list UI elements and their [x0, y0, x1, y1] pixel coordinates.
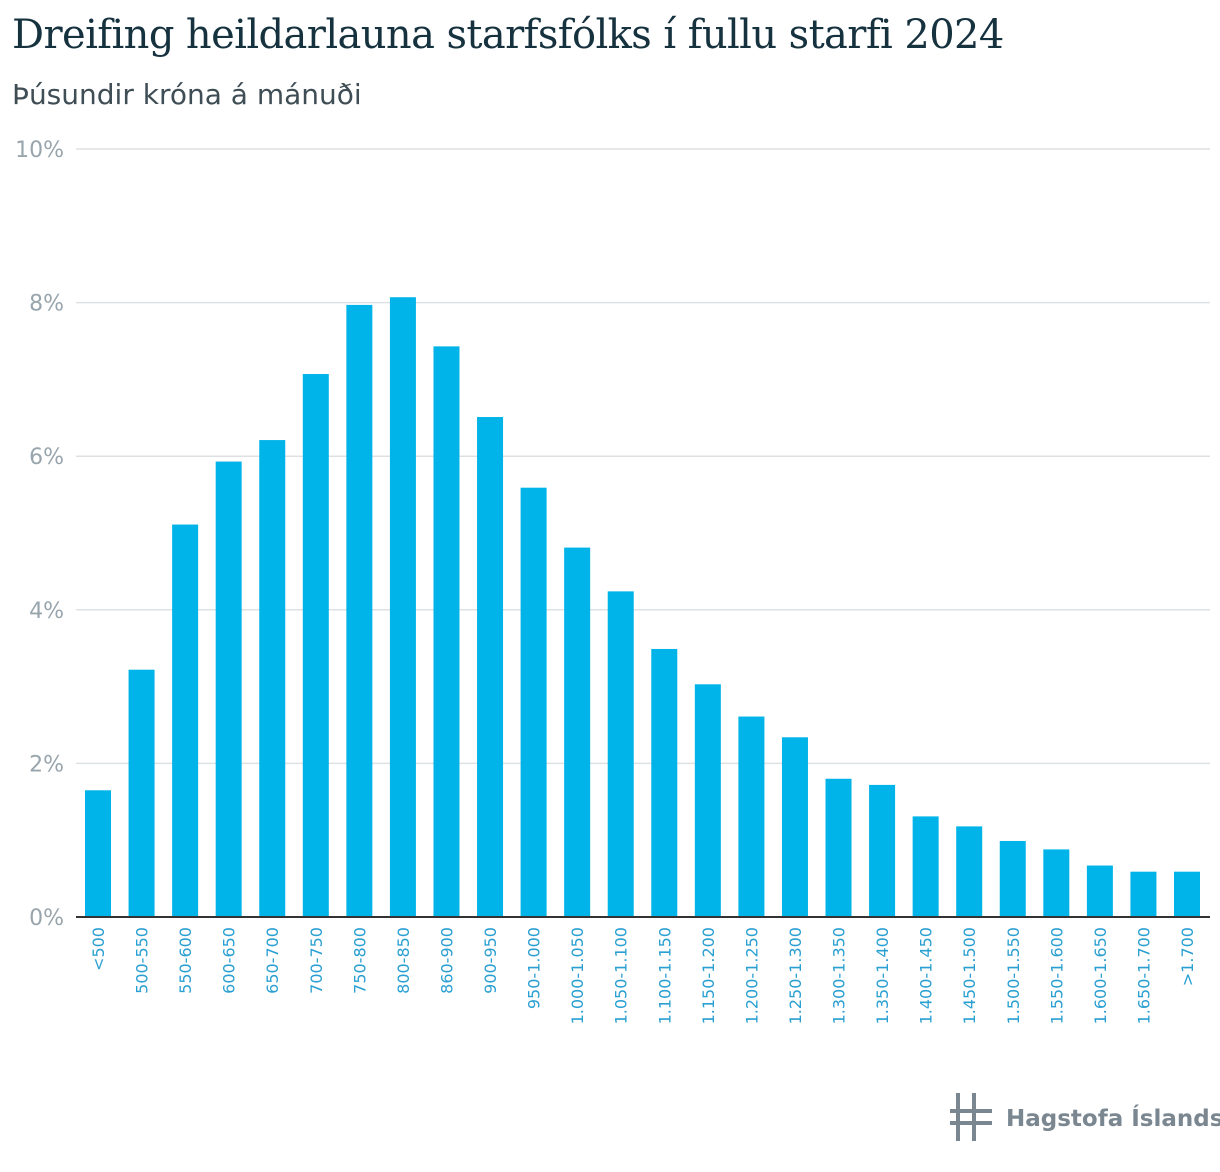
- x-tick-label: 1.400-1.450: [917, 927, 936, 1024]
- bar: [1130, 871, 1157, 917]
- x-tick-label: 550-600: [176, 927, 195, 994]
- x-tick-label: 1.600-1.650: [1091, 927, 1110, 1024]
- y-tick-label: 6%: [29, 445, 64, 470]
- bar: [564, 547, 591, 917]
- bar: [520, 487, 547, 917]
- hagstofa-logo-icon: [950, 1093, 992, 1145]
- bars: [85, 297, 1200, 918]
- y-tick-label: 2%: [29, 752, 64, 777]
- bar: [259, 440, 286, 917]
- bar: [999, 840, 1026, 917]
- x-tick-label: 600-650: [220, 927, 239, 994]
- x-tick-label: 1.100-1.150: [655, 927, 674, 1024]
- bar: [433, 346, 460, 918]
- bar: [302, 374, 329, 917]
- bar: [1174, 871, 1200, 917]
- x-tick-label: 700-750: [307, 927, 326, 994]
- bar: [912, 816, 939, 917]
- bar: [781, 737, 808, 917]
- x-tick-label: 950-1.000: [525, 927, 544, 1009]
- grid-lines: [76, 148, 1210, 765]
- y-tick-label: 10%: [15, 138, 64, 163]
- bar: [346, 304, 373, 917]
- x-tick-label: 800-850: [394, 927, 413, 994]
- x-tick-label: 860-900: [437, 927, 456, 994]
- chart-subtitle: Þúsundir króna á mánuði: [12, 78, 362, 111]
- x-tick-label: 1.050-1.100: [612, 927, 631, 1024]
- x-axis-ticks: <500 500-550 550-600 600-650 650-700 700-750 7…: [89, 927, 1197, 1024]
- bar-chart: 0% 2% 4% 6% 8% 10% <500 500-550 550-600 600-650 6…: [15, 138, 1210, 1024]
- x-tick-label: 1.650-1.700: [1134, 927, 1153, 1024]
- bar: [1043, 849, 1070, 917]
- x-tick-label: 1.000-1.050: [568, 927, 587, 1024]
- hagstofa-logo: Hagstofa Íslands: [950, 1093, 1220, 1145]
- bar: [389, 297, 416, 917]
- bar: [1086, 865, 1113, 917]
- x-tick-label: 750-800: [350, 927, 369, 994]
- bar: [956, 826, 983, 917]
- bar: [694, 684, 721, 917]
- x-tick-label: 500-550: [133, 927, 152, 994]
- x-tick-label: 1.550-1.600: [1047, 927, 1066, 1024]
- bar: [825, 778, 852, 917]
- y-tick-label: 4%: [29, 599, 64, 624]
- y-axis-ticks: 0% 2% 4% 6% 8% 10%: [15, 138, 64, 931]
- bar: [607, 591, 634, 917]
- x-tick-label: 1.200-1.250: [742, 927, 761, 1024]
- bar: [172, 524, 199, 917]
- y-tick-label: 0%: [29, 906, 64, 931]
- bar: [477, 417, 504, 917]
- y-tick-label: 8%: [29, 292, 64, 317]
- x-tick-label: 650-700: [263, 927, 282, 994]
- x-tick-label: 1.350-1.400: [873, 927, 892, 1024]
- x-tick-label: 1.450-1.500: [960, 927, 979, 1024]
- bar: [215, 461, 242, 917]
- chart-title: Dreifing heildarlauna starfsfólks í full…: [12, 12, 1004, 58]
- bar: [128, 669, 155, 917]
- x-tick-label: 1.300-1.350: [830, 927, 849, 1024]
- x-tick-label: 900-950: [481, 927, 500, 994]
- bar: [738, 716, 765, 917]
- hagstofa-logo-text: Hagstofa Íslands: [1006, 1106, 1220, 1132]
- x-tick-label: 1.250-1.300: [786, 927, 805, 1024]
- x-tick-label: >1.700: [1178, 927, 1197, 986]
- x-tick-label: 1.150-1.200: [699, 927, 718, 1024]
- x-tick-label: <500: [89, 927, 108, 971]
- bar: [651, 648, 678, 917]
- x-tick-label: 1.500-1.550: [1004, 927, 1023, 1024]
- bar: [869, 784, 896, 917]
- bar: [85, 790, 111, 917]
